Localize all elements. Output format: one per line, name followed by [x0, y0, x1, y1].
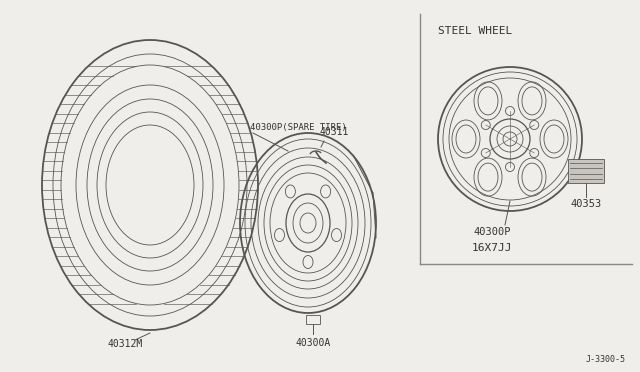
Bar: [306, 315, 320, 324]
Text: 16X7JJ: 16X7JJ: [472, 243, 512, 253]
Text: 40300P(SPARE TIRE): 40300P(SPARE TIRE): [250, 123, 347, 132]
Bar: [568, 159, 604, 183]
Text: 40311: 40311: [319, 127, 349, 137]
Text: J-3300-5: J-3300-5: [586, 355, 626, 364]
Text: 40300A: 40300A: [296, 338, 331, 348]
Text: 40300P: 40300P: [473, 227, 511, 237]
Text: 40312M: 40312M: [108, 339, 143, 349]
Text: STEEL WHEEL: STEEL WHEEL: [438, 26, 512, 36]
Text: 40353: 40353: [570, 199, 602, 209]
